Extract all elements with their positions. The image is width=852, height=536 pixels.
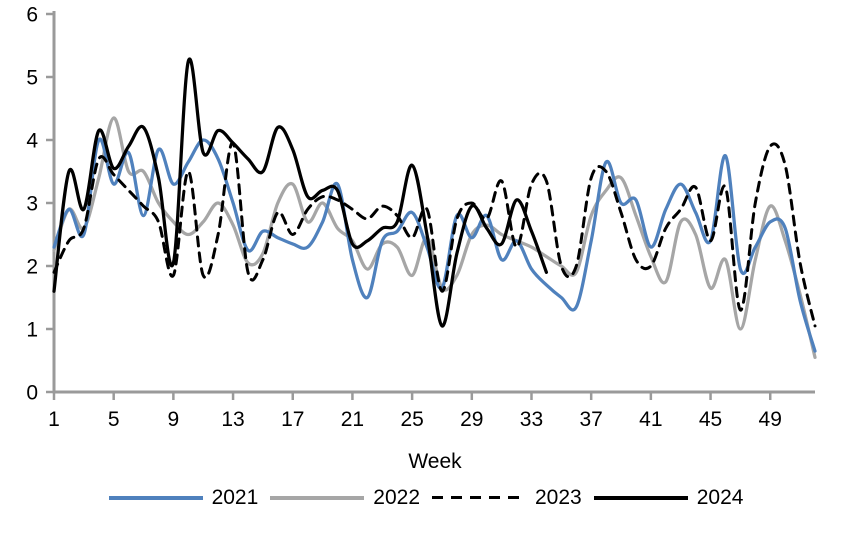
x-axis-title: Week — [408, 450, 462, 473]
y-tick-label: 2 — [26, 256, 38, 279]
legend-swatch-2021 — [108, 495, 203, 500]
series-line-2024 — [52, 57, 549, 328]
x-tick-label: 45 — [699, 408, 722, 431]
x-tick-label: 13 — [221, 408, 244, 431]
series-line-2021 — [52, 137, 817, 353]
legend-label-2023: 2023 — [535, 486, 582, 509]
x-tick-label: 29 — [460, 408, 483, 431]
y-tick-label: 0 — [26, 382, 38, 405]
legend-label-2022: 2022 — [373, 486, 420, 509]
legend-swatch-2022 — [270, 495, 365, 500]
series-line-2022 — [52, 116, 817, 360]
legend-label-2021: 2021 — [211, 486, 259, 509]
y-tick-label: 1 — [26, 319, 38, 342]
chart-legend: 2021 2022 2023 2024 — [0, 487, 852, 508]
x-tick-label: 5 — [108, 408, 120, 431]
x-tick-label: 17 — [281, 408, 304, 431]
legend-item-2022: 2022 — [270, 487, 420, 508]
series-line-2023 — [52, 141, 817, 328]
x-tick-label: 21 — [341, 408, 364, 431]
legend-item-2024: 2024 — [593, 486, 744, 509]
y-tick-label: 5 — [26, 67, 38, 90]
y-tick-label: 4 — [26, 130, 38, 153]
legend-swatch-2023 — [432, 495, 526, 500]
legend-item-2021: 2021 — [108, 486, 259, 509]
y-tick-label: 3 — [26, 193, 38, 216]
legend-label-2024: 2024 — [696, 486, 744, 509]
x-tick-label: 1 — [48, 408, 60, 431]
legend-swatch-2024 — [593, 495, 688, 500]
x-tick-label: 25 — [400, 408, 423, 431]
legend-item-2023: 2023 — [432, 487, 582, 508]
x-tick-label: 33 — [520, 408, 543, 431]
y-tick-label: 6 — [26, 4, 38, 27]
x-tick-label: 41 — [639, 408, 662, 431]
x-tick-label: 49 — [759, 408, 782, 431]
x-tick-label: 37 — [579, 408, 602, 431]
x-tick-label: 9 — [168, 408, 180, 431]
